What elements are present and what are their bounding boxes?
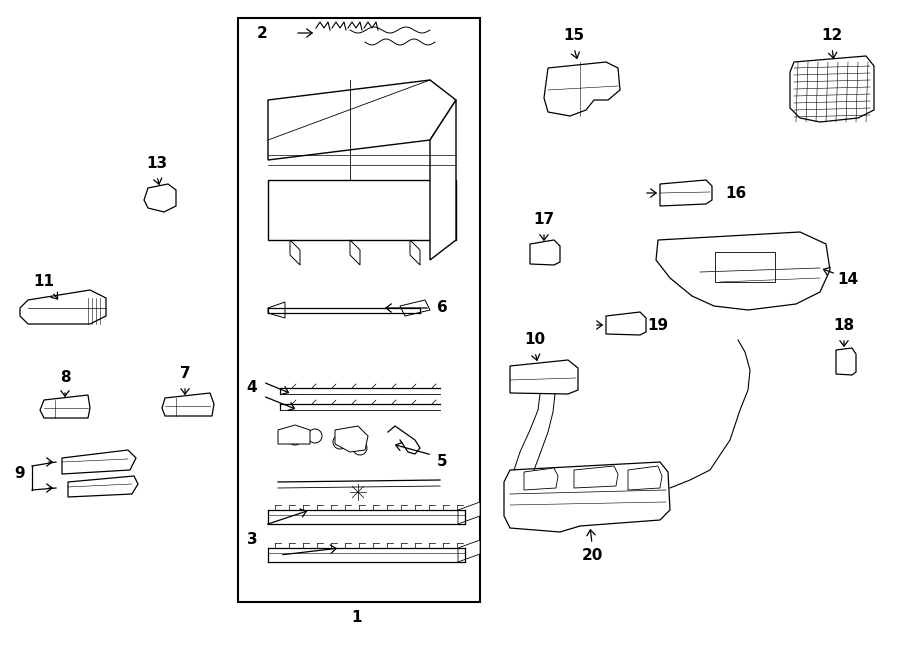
Text: 2: 2 [256,26,267,40]
Polygon shape [430,100,456,260]
Polygon shape [628,466,662,490]
Text: 10: 10 [525,332,545,348]
Text: 4: 4 [247,381,257,395]
Polygon shape [335,426,368,452]
Polygon shape [268,80,456,160]
Polygon shape [268,180,456,240]
Polygon shape [530,240,560,265]
Bar [238,18,480,602]
Text: 1: 1 [352,611,362,625]
Text: 12: 12 [822,28,842,44]
Polygon shape [510,360,578,394]
Text: 6: 6 [436,301,447,315]
Text: 8: 8 [59,371,70,385]
Polygon shape [350,240,360,265]
Text: 7: 7 [180,366,190,381]
Polygon shape [278,425,310,444]
Polygon shape [656,232,830,310]
Polygon shape [290,240,300,265]
Text: 17: 17 [534,212,554,227]
Text: 11: 11 [33,274,55,290]
Text: 13: 13 [147,157,167,171]
Polygon shape [544,62,620,116]
Polygon shape [68,476,138,497]
Polygon shape [162,393,214,416]
Polygon shape [504,462,670,532]
Polygon shape [790,56,874,122]
Text: 19: 19 [647,317,669,332]
Text: 16: 16 [725,186,747,200]
Polygon shape [20,290,106,324]
Polygon shape [660,180,712,206]
Polygon shape [524,468,558,490]
Bar [715,252,775,282]
Text: 3: 3 [247,533,257,547]
Polygon shape [458,540,480,562]
Text: 9: 9 [14,467,25,481]
Polygon shape [40,395,90,418]
Polygon shape [606,312,646,335]
Polygon shape [574,466,618,488]
Text: 18: 18 [833,319,855,334]
Text: 5: 5 [436,455,447,469]
Text: 15: 15 [563,28,585,44]
Polygon shape [458,502,480,524]
Polygon shape [144,184,176,212]
Polygon shape [400,300,430,316]
Polygon shape [836,348,856,375]
Text: 14: 14 [837,272,859,288]
Polygon shape [410,240,420,265]
Polygon shape [62,450,136,474]
Text: 20: 20 [581,549,603,563]
Polygon shape [268,302,285,318]
